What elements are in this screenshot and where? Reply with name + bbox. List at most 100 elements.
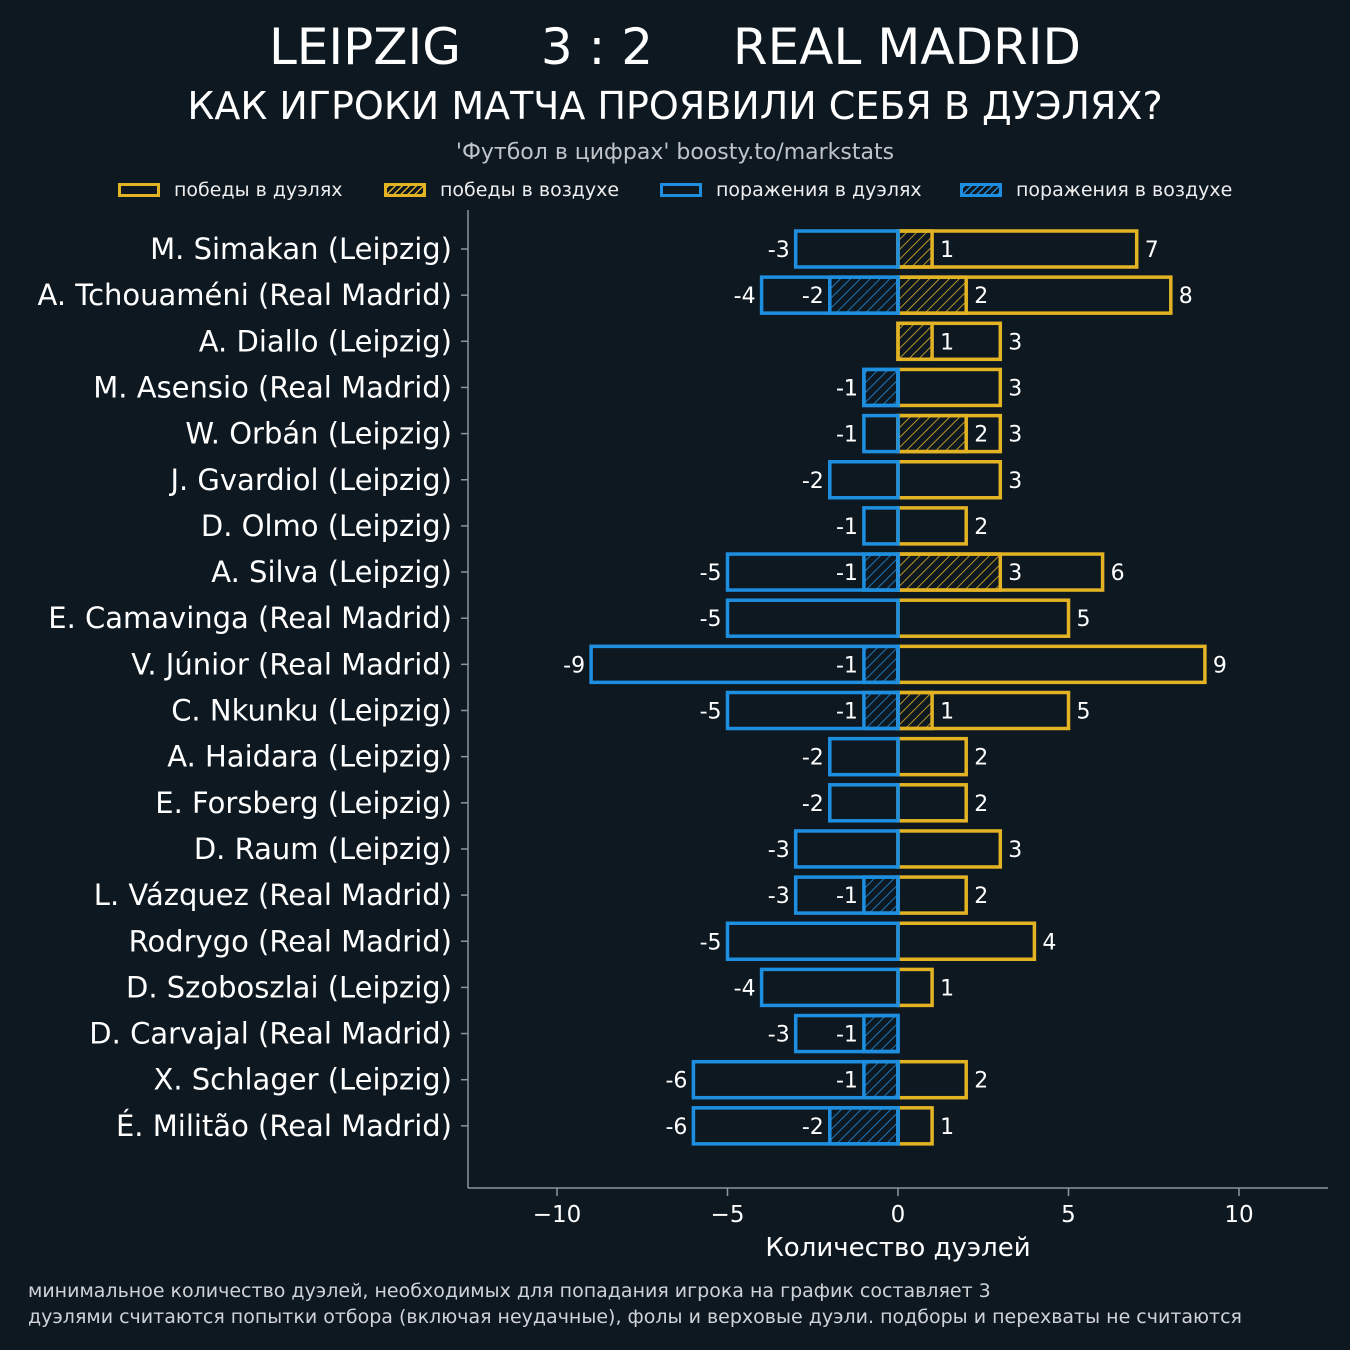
player-label: J. Gvardiol (Leipzig) bbox=[168, 463, 452, 497]
label-aerial-losses: -2 bbox=[802, 284, 824, 309]
label-aerial-losses: -1 bbox=[836, 376, 858, 401]
label-aerial-wins: 1 bbox=[940, 238, 954, 263]
bar-aerial-losses bbox=[862, 690, 900, 731]
label-wins: 7 bbox=[1145, 238, 1159, 263]
label-losses: -3 bbox=[768, 884, 790, 909]
label-wins: 3 bbox=[1008, 376, 1022, 401]
bar-losses bbox=[862, 413, 900, 454]
team-home: LEIPZIG bbox=[268, 18, 462, 76]
label-aerial-losses: -1 bbox=[836, 700, 858, 725]
player-label: A. Haidara (Leipzig) bbox=[167, 740, 452, 774]
legend-swatch-aerial-wins bbox=[384, 183, 426, 197]
label-aerial-losses: -1 bbox=[836, 561, 858, 586]
bar-aerial-losses bbox=[828, 1106, 900, 1146]
label-wins: 2 bbox=[974, 515, 988, 540]
label-wins: 2 bbox=[974, 746, 988, 771]
label-aerial-wins: 2 bbox=[974, 284, 988, 309]
bar-aerial-losses bbox=[862, 1059, 900, 1100]
legend-label: поражения в дуэлях bbox=[716, 179, 922, 201]
bar-wins bbox=[896, 921, 1037, 961]
label-losses: -2 bbox=[802, 469, 824, 494]
label-wins: 3 bbox=[1008, 330, 1022, 355]
legend-swatch-aerial-losses bbox=[960, 183, 1002, 197]
x-tick-label: −10 bbox=[533, 1202, 582, 1228]
bar-wins bbox=[896, 1106, 934, 1146]
player-label: M. Asensio (Real Madrid) bbox=[93, 370, 452, 404]
label-wins: 3 bbox=[1008, 469, 1022, 494]
legend: победы в дуэлях победы в воздухе поражен… bbox=[0, 176, 1350, 204]
label-wins: 4 bbox=[1042, 930, 1056, 955]
legend-item-wins: победы в дуэлях bbox=[118, 176, 343, 204]
label-wins: 3 bbox=[1008, 423, 1022, 448]
label-wins: 1 bbox=[940, 1115, 954, 1140]
footnotes: минимальное количество дуэлей, необходим… bbox=[28, 1278, 1242, 1330]
chart-source: 'Футбол в цифрах' boosty.to/markstats bbox=[455, 140, 895, 165]
label-aerial-wins: 1 bbox=[940, 330, 954, 355]
label-wins: 2 bbox=[974, 1069, 988, 1094]
label-losses: -3 bbox=[768, 838, 790, 863]
label-wins: 5 bbox=[1077, 607, 1091, 632]
bar-wins bbox=[896, 736, 968, 777]
bar-aerial-wins bbox=[896, 229, 934, 269]
player-label: D. Szoboszlai (Leipzig) bbox=[126, 970, 452, 1004]
label-aerial-wins: 2 bbox=[974, 423, 988, 448]
player-label: E. Camavinga (Real Madrid) bbox=[48, 601, 452, 635]
label-wins: 1 bbox=[940, 976, 954, 1001]
x-axis-label: Количество дуэлей bbox=[765, 1233, 1030, 1263]
bar-aerial-losses bbox=[862, 552, 900, 592]
label-wins: 9 bbox=[1213, 653, 1227, 678]
player-label: W. Orbán (Leipzig) bbox=[185, 417, 452, 451]
label-losses: -6 bbox=[665, 1069, 687, 1094]
player-label: Rodrygo (Real Madrid) bbox=[129, 924, 452, 958]
bar-losses bbox=[725, 921, 900, 961]
bar-wins bbox=[896, 875, 968, 915]
label-wins: 5 bbox=[1077, 700, 1091, 725]
label-wins: 8 bbox=[1179, 284, 1193, 309]
label-wins: 2 bbox=[974, 792, 988, 817]
bar-aerial-wins bbox=[896, 690, 934, 731]
label-losses: -6 bbox=[665, 1115, 687, 1140]
player-label: L. Vázquez (Real Madrid) bbox=[94, 878, 452, 912]
label-wins: 2 bbox=[974, 884, 988, 909]
player-label: A. Tchouaméni (Real Madrid) bbox=[38, 278, 452, 312]
bar-wins bbox=[896, 1059, 968, 1100]
player-label: É. Militão (Real Madrid) bbox=[116, 1109, 452, 1143]
chart-title: КАК ИГРОКИ МАТЧА ПРОЯВИЛИ СЕБЯ В ДУЭЛЯХ? bbox=[187, 84, 1163, 128]
label-losses: -1 bbox=[836, 515, 858, 540]
bar-losses bbox=[828, 783, 900, 823]
label-aerial-losses: -1 bbox=[836, 1069, 858, 1094]
bar-wins bbox=[896, 506, 968, 546]
x-tick-label: −5 bbox=[711, 1202, 745, 1228]
player-label: A. Silva (Leipzig) bbox=[211, 555, 452, 589]
player-label: X. Schlager (Leipzig) bbox=[153, 1063, 452, 1097]
legend-item-aerial-losses: поражения в воздухе bbox=[960, 176, 1232, 204]
player-label: M. Simakan (Leipzig) bbox=[150, 232, 452, 266]
label-aerial-wins: 1 bbox=[940, 700, 954, 725]
match-score: LEIPZIG 3 : 2 REAL MADRID bbox=[0, 18, 1350, 76]
bar-losses bbox=[759, 967, 900, 1008]
bar-aerial-losses bbox=[862, 644, 900, 685]
legend-label: победы в дуэлях bbox=[174, 179, 343, 201]
label-losses: -2 bbox=[802, 792, 824, 817]
player-label: A. Diallo (Leipzig) bbox=[199, 324, 452, 358]
label-aerial-losses: -1 bbox=[836, 1023, 858, 1048]
label-losses: -4 bbox=[734, 976, 756, 1001]
x-tick-label: 10 bbox=[1224, 1202, 1253, 1228]
label-losses: -1 bbox=[836, 376, 858, 401]
bar-wins bbox=[896, 783, 968, 823]
label-aerial-losses: -1 bbox=[836, 653, 858, 678]
bar-aerial-losses bbox=[828, 275, 900, 315]
footnote-definition: дуэлями считаются попытки отбора (включа… bbox=[28, 1306, 1242, 1328]
label-losses: -5 bbox=[700, 700, 722, 725]
label-losses: -9 bbox=[563, 653, 585, 678]
bar-losses bbox=[793, 829, 900, 869]
bar-wins bbox=[896, 967, 934, 1008]
label-losses: -5 bbox=[700, 561, 722, 586]
bar-losses bbox=[828, 736, 900, 777]
legend-label: победы в воздухе bbox=[440, 179, 620, 201]
bar-wins bbox=[896, 598, 1071, 638]
player-label: E. Forsberg (Leipzig) bbox=[155, 786, 452, 820]
bar-losses bbox=[725, 598, 900, 638]
x-tick-label: 5 bbox=[1061, 1202, 1076, 1228]
player-label: D. Carvajal (Real Madrid) bbox=[89, 1017, 452, 1051]
